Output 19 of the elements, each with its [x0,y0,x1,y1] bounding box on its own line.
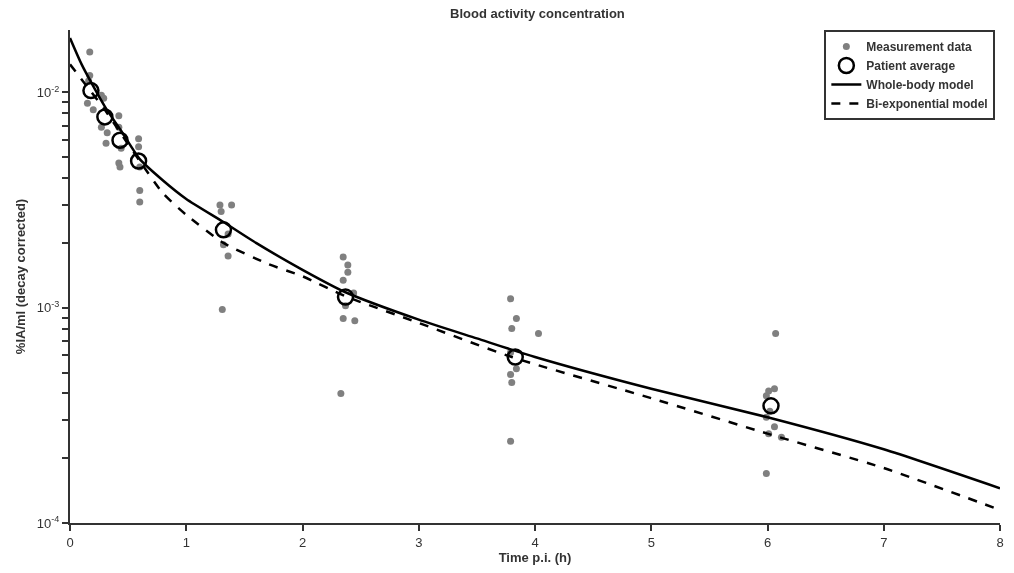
legend-label: Whole-body model [866,78,974,93]
legend-label: Patient average [866,59,956,74]
x-tick-label: 4 [531,534,539,550]
x-tick-label: 2 [298,534,307,550]
x-tick-label: 8 [996,534,1004,550]
y-tick-label: 10$^{-2}$ [36,83,60,100]
x-tick-label: 5 [647,534,655,550]
x-tick-label: 7 [880,534,888,550]
x-tick-label: 3 [415,534,423,550]
y-tick-label: 10$^{-4}$ [36,514,60,531]
legend-label: Measurement data [866,40,973,55]
x-axis-title: Time p.i. (h) [498,549,572,565]
legend-label: Bi-exponential model [866,97,988,112]
y-tick-label: 10$^{-3}$ [36,298,60,316]
x-tick-label: 6 [763,534,772,550]
chart-title: Blood activity concentration [450,5,625,21]
x-tick-label: 1 [182,534,190,550]
x-tick-label: 0 [66,534,74,550]
y-axis-title: %IA/ml (decay corrected) [13,198,29,355]
